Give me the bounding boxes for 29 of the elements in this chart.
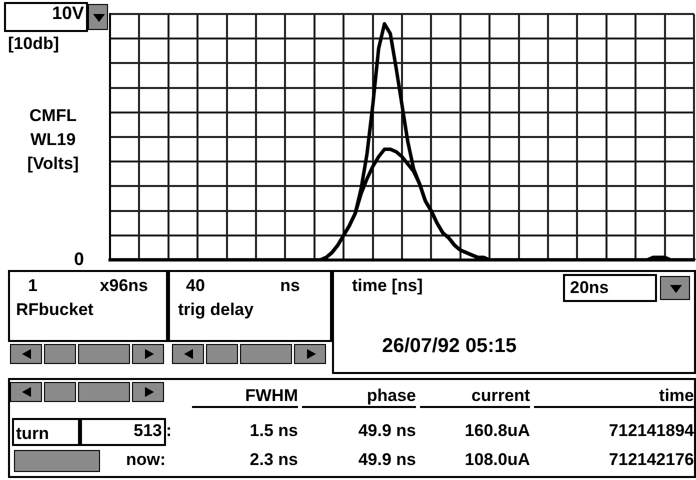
text: 49.9 ns (358, 450, 416, 470)
text: FWHM (245, 386, 298, 406)
text: 160.8uA (464, 421, 530, 441)
text: 2.3 ns (250, 450, 298, 470)
text: 20ns (570, 278, 609, 298)
text: turn (16, 424, 50, 444)
text: 108.0uA (464, 450, 530, 470)
y-tick-label: 10V (52, 2, 84, 23)
x-axis-title: time [ns] (352, 276, 423, 296)
text: 26/07/92 05:15 (382, 335, 517, 357)
text: 1 (28, 276, 38, 296)
text: RFbucket (16, 300, 94, 320)
text: x96ns (100, 276, 148, 296)
text: ns (280, 276, 300, 296)
text: 513 (134, 421, 162, 441)
y-tick-label: 0 (74, 248, 84, 269)
text: 1.5 ns (250, 421, 298, 441)
text: : (166, 421, 172, 441)
text: 49.9 ns (358, 421, 416, 441)
text: time (659, 386, 694, 406)
y-axis-title: CMFL WL19 [Volts] (26, 105, 80, 175)
text: phase (366, 386, 416, 406)
text: 712142176 (608, 450, 694, 470)
text: trig delay (178, 300, 254, 320)
text: now: (126, 450, 166, 470)
text: 712141894 (608, 421, 694, 441)
text: [10db] (8, 34, 59, 54)
text: 40 (186, 276, 205, 296)
text: current (471, 386, 530, 406)
